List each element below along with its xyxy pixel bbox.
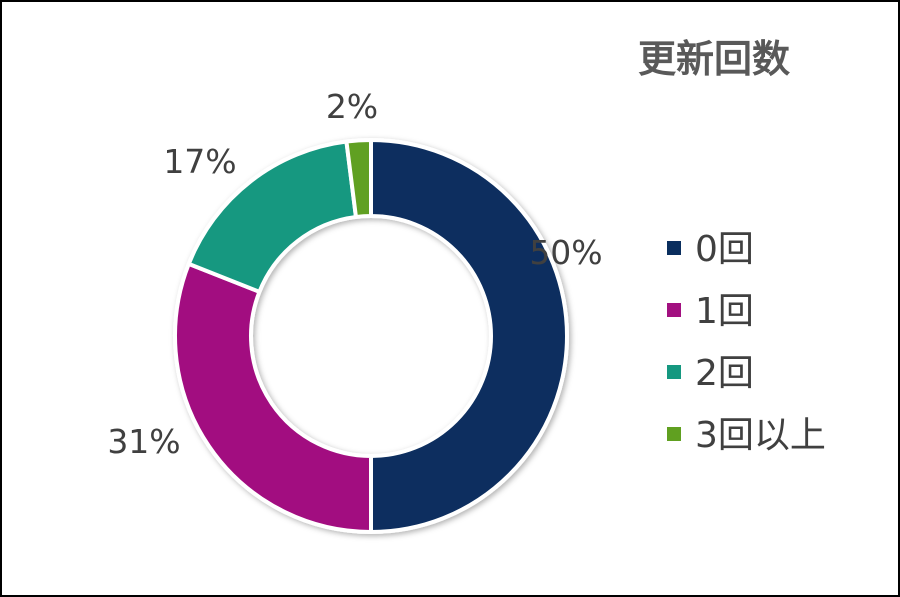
legend-label-3: 2回 [695,353,754,394]
legend-label-2: 1回 [695,291,754,332]
slice-2 [173,261,373,534]
data-label-3: 17% [163,142,236,181]
legend-swatch-1 [667,241,681,255]
chart-title: 更新回数 [638,37,790,81]
donut-ring [173,138,569,534]
slice-4 [344,138,373,219]
legend-label-1: 0回 [695,229,754,270]
data-label-2: 31% [107,422,180,461]
legend-swatch-4 [667,427,681,441]
legend-swatch-2 [667,303,681,317]
data-label-4: 2% [326,87,378,126]
legend-label-4: 3回以上 [695,415,826,456]
data-labels: 50% 31% 17% 2% [107,87,602,461]
slice-1 [369,138,569,534]
legend: 0回 1回 2回 3回以上 [667,229,826,456]
legend-swatch-3 [667,365,681,379]
data-label-1: 50% [529,233,602,272]
